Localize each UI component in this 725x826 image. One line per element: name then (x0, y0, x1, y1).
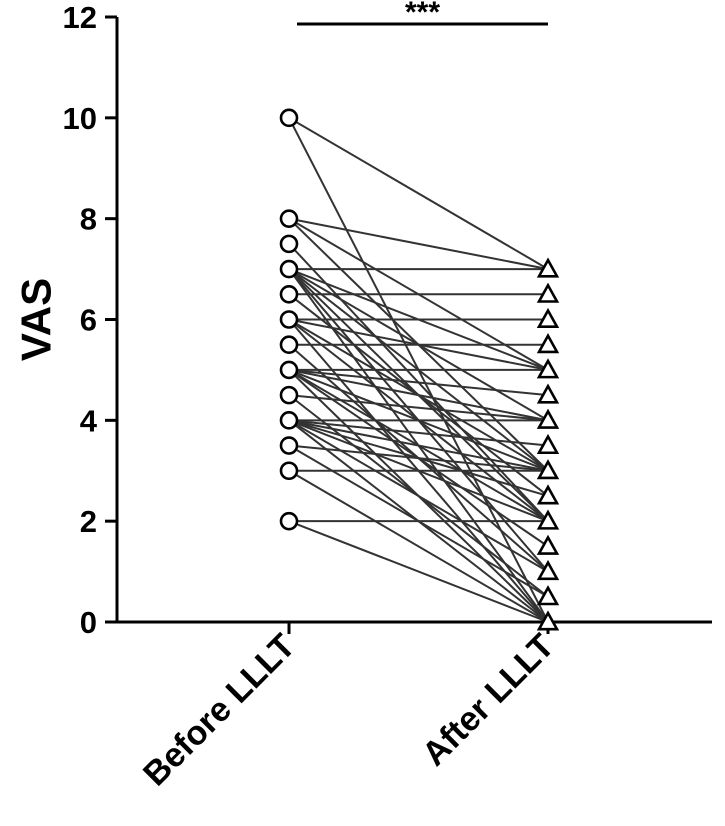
after-marker (536, 484, 560, 505)
after-marker (536, 333, 560, 354)
pair-line (288, 444, 549, 472)
y-axis-title: VAS (13, 278, 60, 361)
pair-line (288, 520, 549, 623)
pair-line (288, 116, 549, 270)
pair-line (288, 469, 549, 623)
before-marker (279, 360, 299, 380)
before-marker (279, 310, 299, 329)
pair-line (288, 217, 549, 271)
pair-line (288, 419, 549, 573)
y-tick-label: 0 (80, 605, 97, 640)
axes (105, 15, 712, 634)
y-tick-label: 6 (80, 303, 97, 338)
after-marker (536, 459, 560, 480)
after-marker (536, 585, 560, 606)
y-tick-label: 4 (80, 403, 98, 438)
before-marker (279, 234, 299, 254)
y-tick-label: 10 (63, 101, 97, 136)
x-category-label: After LLLT (415, 627, 562, 774)
significance-label: *** (405, 0, 440, 29)
before-marker (279, 411, 299, 430)
pair-line (288, 368, 549, 397)
before-marker (279, 335, 299, 355)
after-marker (536, 307, 560, 329)
pair-line (288, 419, 549, 447)
markers (279, 108, 560, 631)
after-marker (536, 408, 560, 429)
y-tick-label: 2 (80, 504, 97, 539)
before-marker (279, 209, 299, 228)
before-marker (279, 259, 299, 279)
y-tick-label: 12 (63, 0, 97, 35)
after-marker (536, 358, 560, 379)
pair-line (288, 419, 549, 472)
before-marker (279, 436, 299, 455)
pair-line (288, 368, 549, 422)
after-marker (536, 433, 560, 455)
before-marker (279, 108, 299, 128)
before-marker (279, 461, 299, 481)
before-marker (279, 385, 299, 405)
after-marker (536, 610, 560, 631)
after-marker (536, 534, 560, 555)
after-marker (536, 257, 560, 278)
y-tick-label: 8 (80, 202, 97, 237)
x-category-label: Before LLLT (136, 627, 303, 794)
after-marker (536, 282, 560, 303)
pair-line (288, 394, 549, 422)
after-marker (536, 383, 560, 404)
after-marker (536, 509, 560, 530)
pair-lines (288, 116, 549, 623)
before-marker (279, 511, 299, 531)
before-marker (279, 284, 299, 304)
after-marker (536, 559, 560, 581)
